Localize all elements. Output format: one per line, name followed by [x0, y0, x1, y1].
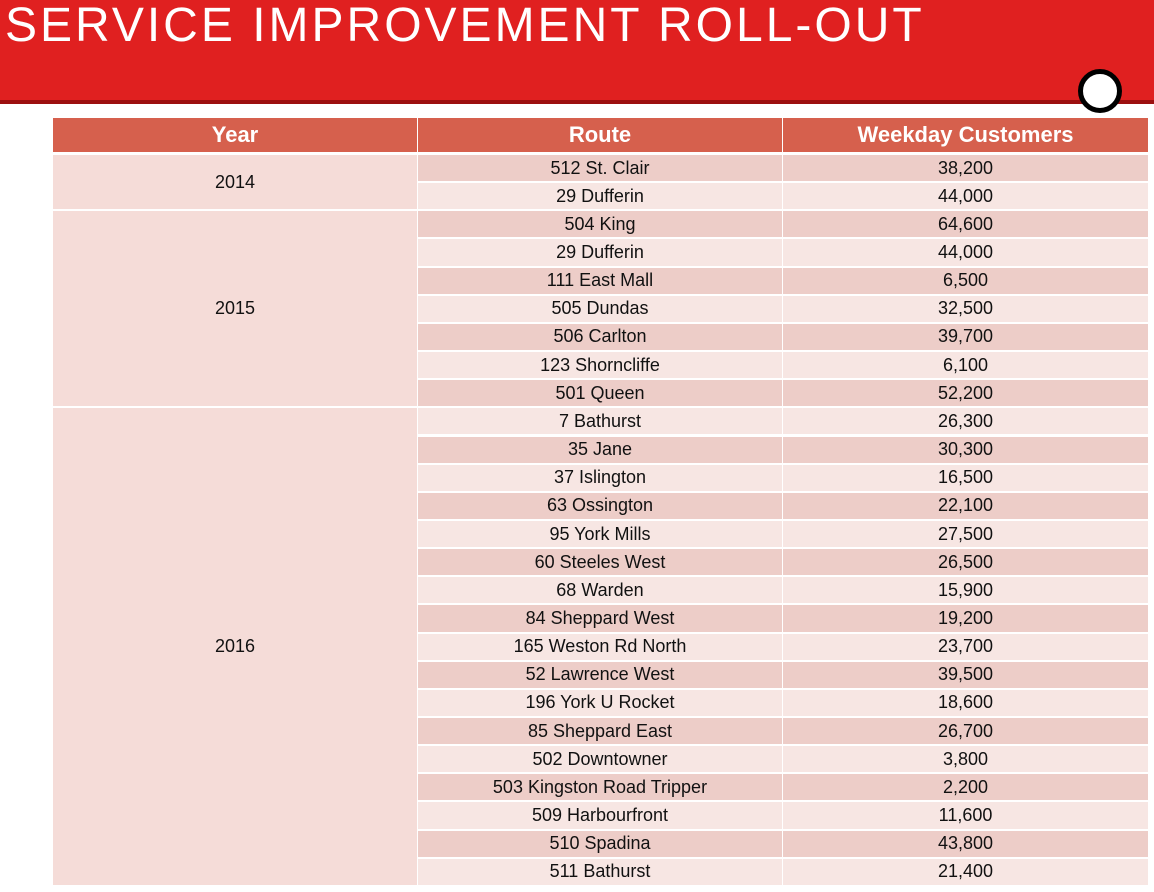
customers-cell: 15,900: [783, 577, 1148, 604]
route-cell: 84 Sheppard West: [418, 605, 782, 632]
customers-cell: 16,500: [783, 464, 1148, 491]
customers-cell: 43,800: [783, 830, 1148, 857]
page-title: SERVICE IMPROVEMENT ROLL-OUT: [5, 0, 925, 52]
customers-cell: 22,100: [783, 492, 1148, 519]
route-cell: 85 Sheppard East: [418, 718, 782, 745]
customers-cell: 19,200: [783, 605, 1148, 632]
customers-cell: 23,700: [783, 633, 1148, 660]
customers-cell: 21,400: [783, 858, 1148, 885]
route-cell: 29 Dufferin: [418, 239, 782, 266]
route-cell: 502 Downtowner: [418, 746, 782, 773]
customers-cell: 39,700: [783, 323, 1148, 351]
route-cell: 52 Lawrence West: [418, 661, 782, 688]
customers-cell: 52,200: [783, 380, 1148, 407]
route-cell: 60 Steeles West: [418, 549, 782, 576]
route-cell: 509 Harbourfront: [418, 802, 782, 829]
customers-cell: 38,200: [783, 155, 1148, 182]
route-cell: 506 Carlton: [418, 323, 782, 351]
route-cell: 505 Dundas: [418, 295, 782, 322]
route-cell: 29 Dufferin: [418, 183, 782, 210]
year-cell: 2015: [53, 211, 417, 407]
customers-cell: 30,300: [783, 436, 1148, 463]
customers-cell: 6,100: [783, 352, 1148, 379]
customers-cell: 26,700: [783, 718, 1148, 745]
customers-cell: 18,600: [783, 689, 1148, 716]
route-cell: 68 Warden: [418, 577, 782, 604]
year-cell: 2016: [53, 408, 417, 885]
route-cell: 503 Kingston Road Tripper: [418, 774, 782, 801]
customers-cell: 39,500: [783, 661, 1148, 688]
route-cell: 510 Spadina: [418, 830, 782, 857]
logo-circle: [1078, 69, 1122, 113]
route-cell: 123 Shorncliffe: [418, 352, 782, 379]
customers-cell: 27,500: [783, 520, 1148, 548]
customers-cell: 32,500: [783, 295, 1148, 322]
customers-cell: 26,500: [783, 549, 1148, 576]
column-header: Route: [418, 118, 782, 152]
route-cell: 511 Bathurst: [418, 858, 782, 885]
customers-cell: 44,000: [783, 239, 1148, 266]
year-cell: 2014: [53, 155, 417, 210]
route-cell: 37 Islington: [418, 464, 782, 491]
customers-cell: 44,000: [783, 183, 1148, 210]
route-cell: 111 East Mall: [418, 267, 782, 294]
route-cell: 512 St. Clair: [418, 155, 782, 182]
customers-cell: 3,800: [783, 746, 1148, 773]
customers-cell: 2,200: [783, 774, 1148, 801]
customers-cell: 11,600: [783, 802, 1148, 829]
route-cell: 95 York Mills: [418, 520, 782, 548]
customers-cell: 6,500: [783, 267, 1148, 294]
column-header: Weekday Customers: [783, 118, 1148, 152]
route-cell: 63 Ossington: [418, 492, 782, 519]
route-cell: 165 Weston Rd North: [418, 633, 782, 660]
customers-cell: 26,300: [783, 408, 1148, 435]
customers-cell: 64,600: [783, 211, 1148, 238]
route-cell: 35 Jane: [418, 436, 782, 463]
route-cell: 196 York U Rocket: [418, 689, 782, 716]
banner: SERVICE IMPROVEMENT ROLL-OUT: [0, 0, 1154, 113]
route-cell: 501 Queen: [418, 380, 782, 407]
route-cell: 504 King: [418, 211, 782, 238]
route-cell: 7 Bathurst: [418, 408, 782, 435]
column-header: Year: [53, 118, 417, 152]
